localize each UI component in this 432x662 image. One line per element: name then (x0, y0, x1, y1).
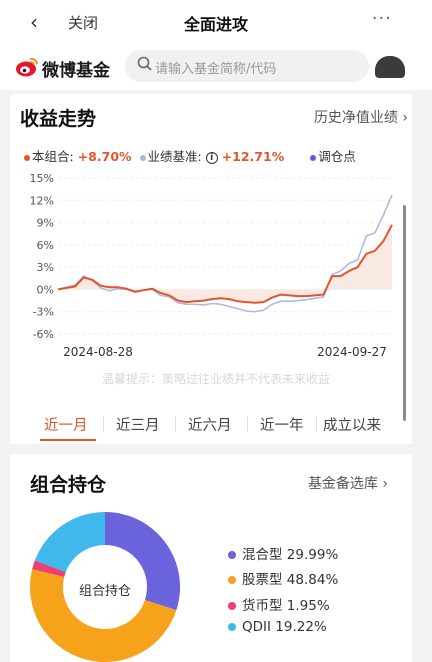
tab-divider (316, 416, 317, 432)
legend-label: 货币型 (242, 598, 283, 614)
benchmark-line (57, 194, 393, 313)
benchmark-label: 业绩基准: (147, 149, 202, 164)
active-tab-underline (40, 439, 96, 441)
legend-dot-icon (228, 551, 236, 559)
tab-divider (175, 416, 176, 432)
search-placeholder: 请输入基金简称/代码 (155, 62, 277, 77)
y-tick-label: 15% (30, 172, 54, 185)
fund-pool-label: 基金备选库 (307, 476, 378, 492)
holdings-donut (30, 512, 180, 662)
portfolio-dot-icon (24, 154, 30, 161)
disclaimer-text: 温馨提示：策略过往业绩并不代表未来收益 (101, 372, 330, 386)
legend-label: QDII (242, 619, 271, 635)
tab-1m[interactable]: 近一月 (44, 418, 88, 434)
donut-slice (105, 512, 180, 611)
holdings-title: 组合持仓 (30, 474, 107, 496)
portfolio-value: +8.70% (77, 149, 132, 164)
donut-slice (34, 512, 105, 573)
returns-title: 收益走势 (20, 108, 97, 130)
history-nav-label: 历史净值业绩 (313, 110, 398, 126)
tab-1y[interactable]: 近一年 (260, 418, 304, 434)
legend-item-mixed: 混合型 29.99% (228, 543, 338, 563)
legend-pct: 19.22% (275, 619, 327, 635)
rebalance-label: 调仓点 (318, 149, 356, 164)
close-button[interactable]: 关闭 (68, 14, 99, 32)
brand-bar: 微博基金 请输入基金简称/代码 (0, 44, 432, 90)
tab-3m[interactable]: 近三月 (116, 418, 160, 434)
benchmark-dot-icon (139, 154, 146, 161)
y-tick-label: 3% (37, 261, 54, 274)
y-tick-label: 9% (37, 217, 54, 230)
more-dots-icon[interactable]: ··· (371, 8, 392, 29)
chart-legend: 本组合: +8.70% 业绩基准: i +12.71% 调仓点 (24, 146, 356, 165)
chevron-left-icon[interactable]: ‹ (30, 10, 38, 34)
legend-dot-icon (228, 623, 236, 631)
search-input[interactable]: 请输入基金简称/代码 (125, 50, 369, 82)
legend-dot-icon (228, 602, 236, 610)
legend-item-money: 货币型 1.95% (228, 594, 330, 614)
returns-chart: 15% 12% 9% 6% 3% 0% -3% -6% 2024-08-28 2024-09-27 (30, 172, 393, 359)
brand-name: 微博基金 (42, 61, 110, 81)
benchmark-value: +12.71% (221, 149, 285, 164)
y-tick-label: -6% (33, 328, 54, 341)
info-icon[interactable]: i (205, 151, 218, 164)
history-nav-link[interactable]: 历史净值业绩 › (314, 107, 408, 127)
tab-divider (247, 416, 248, 432)
tab-since-inception[interactable]: 成立以来 (323, 418, 381, 434)
legend-item-stock: 股票型 48.84% (228, 568, 338, 588)
chevron-right-icon: › (382, 476, 388, 492)
y-tick-label: 0% (37, 283, 54, 296)
x-tick-label: 2024-09-27 (317, 345, 387, 359)
legend-pct: 48.84% (286, 572, 339, 588)
legend-item-qdii: QDII 19.22% (228, 619, 327, 635)
scrollbar[interactable] (403, 205, 406, 421)
rebalance-dot-icon (310, 154, 317, 161)
tab-divider (103, 416, 104, 432)
page-title: 全面进攻 (183, 15, 248, 34)
avatar[interactable] (375, 56, 405, 78)
search-icon (137, 56, 152, 71)
x-tick-label: 2024-08-28 (63, 345, 133, 359)
legend-label: 混合型 (242, 547, 283, 563)
legend-dot-icon (228, 576, 236, 584)
period-tabs: 近一月 近三月 近六月 近一年 成立以来 (10, 404, 412, 444)
chevron-right-icon: › (402, 110, 408, 126)
top-bar: ‹ 关闭 全面进攻 ··· (0, 0, 432, 44)
legend-label: 股票型 (242, 572, 283, 588)
legend-pct: 29.99% (286, 547, 339, 563)
y-tick-label: -3% (33, 306, 54, 319)
donut-slice (32, 560, 66, 577)
y-tick-label: 6% (37, 239, 54, 252)
portfolio-line (57, 224, 393, 304)
donut-slice (30, 569, 177, 662)
y-tick-label: 12% (30, 194, 54, 207)
portfolio-label: 本组合: (32, 149, 74, 164)
legend-pct: 1.95% (286, 598, 330, 614)
donut-center-label: 组合持仓 (78, 584, 131, 599)
tab-6m[interactable]: 近六月 (188, 418, 232, 434)
weibo-logo-icon (16, 57, 38, 77)
fund-pool-nav-link[interactable]: 基金备选库 › (308, 473, 388, 493)
